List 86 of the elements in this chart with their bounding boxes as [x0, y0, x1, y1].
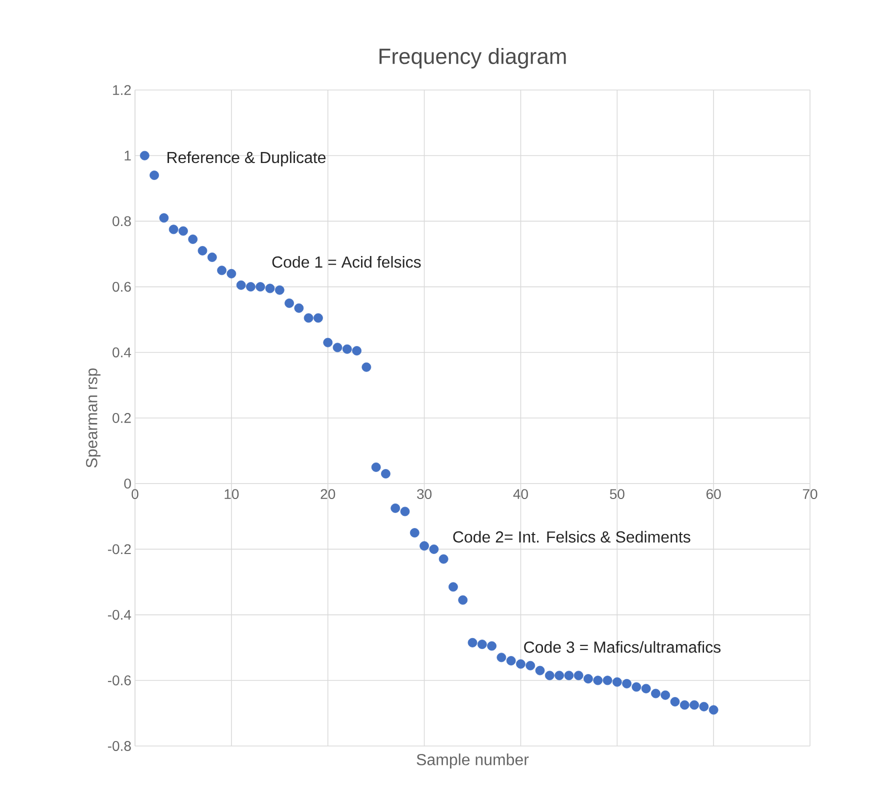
point [188, 234, 198, 244]
point [535, 666, 545, 676]
point [274, 285, 284, 295]
y-tick-label: 0.2 [112, 413, 131, 423]
point [506, 656, 516, 666]
point [314, 313, 323, 323]
x-tick-label: 70 [802, 489, 818, 500]
point [574, 670, 584, 680]
point [651, 688, 660, 698]
y-tick-label: -0.6 [108, 675, 131, 686]
x-tick-label: 40 [513, 489, 528, 500]
point [207, 252, 217, 262]
point [680, 700, 690, 710]
point [198, 246, 208, 256]
x-tick-label: 30 [417, 489, 432, 500]
point [458, 595, 468, 605]
y-tick-label: -0.8 [108, 741, 131, 751]
point [438, 554, 448, 564]
point [159, 213, 169, 223]
point [526, 660, 536, 670]
point [332, 342, 342, 352]
point [641, 684, 651, 694]
annotation: Code 1 = Acid felsics [272, 256, 421, 268]
x-tick-label: 10 [224, 489, 239, 500]
point [670, 697, 680, 706]
y-tick-label: 0.8 [112, 216, 131, 226]
point [699, 702, 709, 712]
point [178, 226, 188, 236]
point [496, 652, 506, 662]
point [226, 268, 236, 278]
point [429, 544, 439, 554]
y-tick-label: 0 [124, 478, 131, 489]
point [217, 266, 226, 276]
point [593, 676, 603, 686]
point [477, 640, 487, 650]
point [168, 224, 178, 234]
point [690, 700, 699, 710]
y-tick-label: -0.4 [108, 610, 132, 620]
point [284, 298, 294, 308]
point [468, 638, 478, 648]
x-tick-label: 50 [610, 489, 624, 500]
point [400, 506, 410, 516]
point [140, 150, 150, 160]
point [564, 670, 574, 680]
point [323, 338, 333, 348]
point [294, 303, 304, 313]
chart-title: Frequency diagram [380, 48, 566, 68]
point [371, 462, 381, 472]
x-tick-label: 0 [132, 489, 138, 500]
annotation: Reference & Duplicate [168, 151, 326, 166]
point [410, 528, 420, 538]
y-tick-label: 0.6 [112, 282, 131, 292]
point [622, 678, 632, 688]
x-tick-label: 60 [706, 489, 721, 500]
point [352, 346, 362, 356]
point [420, 541, 429, 551]
point [554, 670, 564, 680]
y-tick-label: 0.4 [112, 347, 132, 358]
x-tick-label: 20 [320, 489, 336, 500]
point [584, 674, 593, 684]
point [236, 280, 246, 290]
point [256, 282, 266, 292]
annotation: Code 2= Int. Felsics & Sediments [453, 530, 690, 543]
y-tick-label: -0.2 [108, 544, 131, 554]
x-axis-title: Sample number [416, 754, 529, 768]
point [660, 690, 670, 700]
point [246, 282, 256, 292]
point [150, 170, 159, 180]
y-tick-label: 1.2 [113, 85, 131, 95]
point [487, 641, 496, 651]
point [342, 344, 352, 354]
point [516, 659, 526, 669]
point [381, 469, 390, 478]
point [448, 582, 458, 592]
y-axis-title: Spearman rsp [86, 368, 100, 468]
point [708, 705, 718, 715]
point [612, 677, 622, 687]
point [362, 362, 372, 372]
annotation: Code 3 = Mafics/ultramafics [524, 641, 721, 653]
point [602, 676, 612, 686]
point [390, 503, 400, 513]
point [632, 682, 642, 692]
point [265, 284, 275, 294]
point [544, 670, 554, 680]
point [304, 313, 314, 323]
y-tick-label: 1 [124, 150, 131, 160]
